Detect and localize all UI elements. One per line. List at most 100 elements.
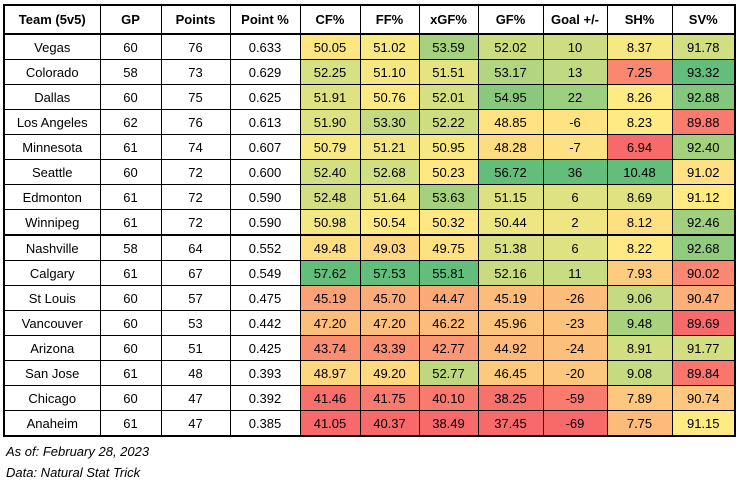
column-header-point-pct: Point % bbox=[229, 4, 301, 35]
cell-xgfpct: 53.59 bbox=[418, 33, 479, 60]
cell-gp: 60 bbox=[99, 285, 162, 311]
column-header-ffpct: FF% bbox=[359, 4, 420, 35]
table-row: Edmonton 61 72 0.590 52.48 51.64 53.63 51.15 6 8.… bbox=[3, 184, 736, 210]
cell-shpct: 9.48 bbox=[606, 310, 673, 336]
cell-team-5v5: St Louis bbox=[3, 285, 101, 311]
cell-shpct: 8.91 bbox=[606, 335, 673, 361]
table-row: St Louis 60 57 0.475 45.19 45.70 44.47 45.19 -26… bbox=[3, 285, 736, 311]
cell-shpct: 7.75 bbox=[606, 410, 673, 437]
cell-point-pct: 0.549 bbox=[229, 260, 301, 286]
cell-points: 57 bbox=[160, 285, 231, 311]
cell-gp: 61 bbox=[99, 184, 162, 210]
cell-team-5v5: Minnesota bbox=[3, 134, 101, 160]
cell-gp: 62 bbox=[99, 109, 162, 135]
cell-cfpct: 41.46 bbox=[299, 385, 361, 411]
cell-ffpct: 51.10 bbox=[359, 59, 420, 85]
column-header-goal: Goal +/- bbox=[542, 4, 608, 35]
cell-ffpct: 51.02 bbox=[359, 33, 420, 60]
cell-team-5v5: Winnipeg bbox=[3, 209, 101, 236]
cell-point-pct: 0.590 bbox=[229, 184, 301, 210]
cell-shpct: 10.48 bbox=[606, 159, 673, 185]
cell-team-5v5: San Jose bbox=[3, 360, 101, 386]
cell-point-pct: 0.613 bbox=[229, 109, 301, 135]
cell-goal: 6 bbox=[542, 234, 608, 261]
cell-points: 72 bbox=[160, 184, 231, 210]
cell-point-pct: 0.590 bbox=[229, 209, 301, 236]
table-row: San Jose 61 48 0.393 48.97 49.20 52.77 46.45 -20… bbox=[3, 360, 736, 386]
cell-team-5v5: Dallas bbox=[3, 84, 101, 110]
cell-ffpct: 50.54 bbox=[359, 209, 420, 236]
cell-gp: 60 bbox=[99, 84, 162, 110]
cell-goal: 13 bbox=[542, 59, 608, 85]
cell-points: 64 bbox=[160, 234, 231, 261]
cell-ffpct: 47.20 bbox=[359, 310, 420, 336]
cell-svpct: 92.40 bbox=[671, 134, 736, 160]
cell-point-pct: 0.629 bbox=[229, 59, 301, 85]
cell-ffpct: 43.39 bbox=[359, 335, 420, 361]
cell-cfpct: 48.97 bbox=[299, 360, 361, 386]
cell-svpct: 92.88 bbox=[671, 84, 736, 110]
table-row: Dallas 60 75 0.625 51.91 50.76 52.01 54.95 22 8.2… bbox=[3, 84, 736, 110]
cell-svpct: 90.47 bbox=[671, 285, 736, 311]
table-row: Arizona 60 51 0.425 43.74 43.39 42.77 44.92 -24 8… bbox=[3, 335, 736, 361]
cell-points: 76 bbox=[160, 33, 231, 60]
cell-svpct: 91.02 bbox=[671, 159, 736, 185]
cell-ffpct: 49.03 bbox=[359, 234, 420, 261]
table-row: Colorado 58 73 0.629 52.25 51.10 51.51 53.17 13 7… bbox=[3, 59, 736, 85]
cell-point-pct: 0.625 bbox=[229, 84, 301, 110]
cell-gp: 58 bbox=[99, 234, 162, 261]
cell-gp: 60 bbox=[99, 310, 162, 336]
cell-points: 72 bbox=[160, 159, 231, 185]
cell-shpct: 8.37 bbox=[606, 33, 673, 60]
cell-cfpct: 57.62 bbox=[299, 260, 361, 286]
table-row: Winnipeg 61 72 0.590 50.98 50.54 50.32 50.44 2 8.… bbox=[3, 209, 736, 236]
cell-ffpct: 57.53 bbox=[359, 260, 420, 286]
stats-table: Team (5v5) GP Points Point % CF% FF% xGF% GF% Go… bbox=[3, 4, 736, 437]
cell-points: 74 bbox=[160, 134, 231, 160]
table-row: Calgary 61 67 0.549 57.62 57.53 55.81 52.16 11 7.… bbox=[3, 260, 736, 286]
cell-svpct: 90.02 bbox=[671, 260, 736, 286]
cell-points: 67 bbox=[160, 260, 231, 286]
cell-ffpct: 50.76 bbox=[359, 84, 420, 110]
table-row: Anaheim 61 47 0.385 41.05 40.37 38.49 37.45 -69 7… bbox=[3, 410, 736, 437]
cell-gfpct: 48.28 bbox=[477, 134, 544, 160]
cell-gp: 60 bbox=[99, 33, 162, 60]
cell-goal: 6 bbox=[542, 184, 608, 210]
cell-xgfpct: 51.51 bbox=[418, 59, 479, 85]
cell-cfpct: 50.98 bbox=[299, 209, 361, 236]
cell-xgfpct: 44.47 bbox=[418, 285, 479, 311]
cell-goal: 10 bbox=[542, 33, 608, 60]
cell-team-5v5: Nashville bbox=[3, 234, 101, 261]
table-row: Seattle 60 72 0.600 52.40 52.68 50.23 56.72 36 10… bbox=[3, 159, 736, 185]
cell-shpct: 7.93 bbox=[606, 260, 673, 286]
cell-gfpct: 44.92 bbox=[477, 335, 544, 361]
cell-shpct: 6.94 bbox=[606, 134, 673, 160]
cell-point-pct: 0.392 bbox=[229, 385, 301, 411]
cell-cfpct: 51.91 bbox=[299, 84, 361, 110]
cell-xgfpct: 42.77 bbox=[418, 335, 479, 361]
cell-team-5v5: Seattle bbox=[3, 159, 101, 185]
cell-goal: 11 bbox=[542, 260, 608, 286]
cell-goal: -24 bbox=[542, 335, 608, 361]
cell-xgfpct: 53.63 bbox=[418, 184, 479, 210]
cell-team-5v5: Colorado bbox=[3, 59, 101, 85]
cell-xgfpct: 52.22 bbox=[418, 109, 479, 135]
cell-point-pct: 0.633 bbox=[229, 33, 301, 60]
cell-gfpct: 52.02 bbox=[477, 33, 544, 60]
cell-svpct: 91.12 bbox=[671, 184, 736, 210]
cell-gp: 61 bbox=[99, 134, 162, 160]
cell-cfpct: 47.20 bbox=[299, 310, 361, 336]
cell-shpct: 8.12 bbox=[606, 209, 673, 236]
cell-points: 72 bbox=[160, 209, 231, 236]
cell-points: 51 bbox=[160, 335, 231, 361]
cell-cfpct: 41.05 bbox=[299, 410, 361, 437]
column-header-shpct: SH% bbox=[606, 4, 673, 35]
column-header-gp: GP bbox=[99, 4, 162, 35]
cell-points: 73 bbox=[160, 59, 231, 85]
cell-goal: -69 bbox=[542, 410, 608, 437]
cell-svpct: 92.68 bbox=[671, 234, 736, 261]
cell-svpct: 92.46 bbox=[671, 209, 736, 236]
cell-cfpct: 43.74 bbox=[299, 335, 361, 361]
cell-xgfpct: 52.01 bbox=[418, 84, 479, 110]
cell-svpct: 89.69 bbox=[671, 310, 736, 336]
